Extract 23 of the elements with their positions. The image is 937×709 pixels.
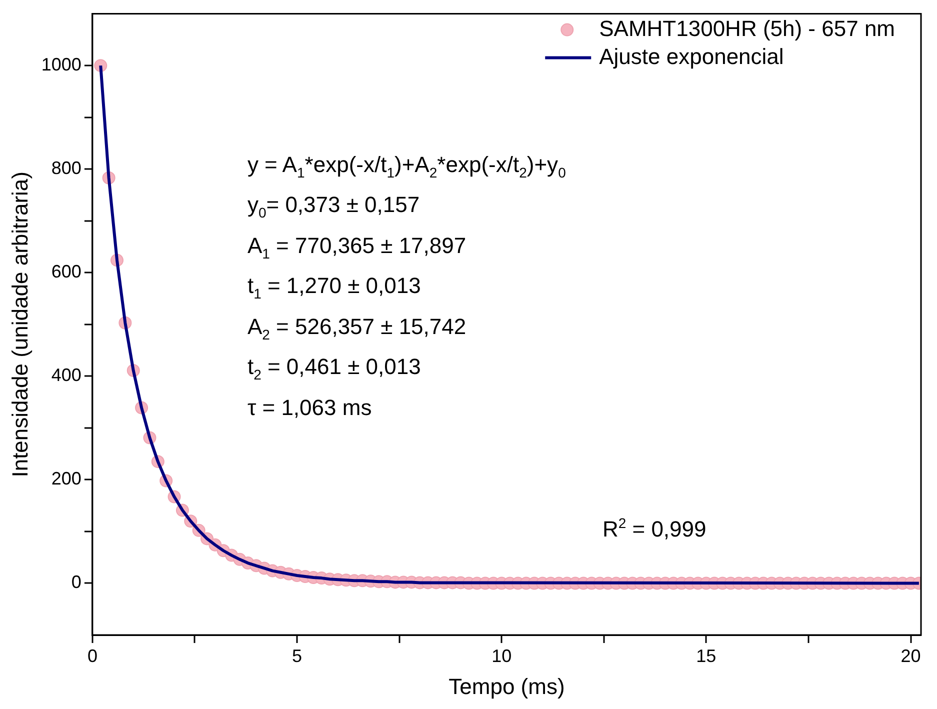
y-tick-label: 400 [51,365,82,386]
text: y = A$_{1}$*exp(-x/t$_{1}$)+A$_{2}$*exp(-x/t$_{2}$)+y$_{0}$ [247,152,566,180]
annotation: R$^{2}$ = 0,999 [602,514,706,542]
legend-label: Ajuste exponencial [599,44,784,69]
annotation: t$_{2}$ = 0,461 ± 0,013 [247,354,421,383]
y-tick-label: 800 [51,158,82,178]
x-tick-label: 10 [492,646,512,666]
y-tick-label: 1000 [41,54,82,75]
y-tick-label: 0 [71,572,82,592]
annotation: A$_{1}$ = 770,365 ± 17,897 [247,232,466,262]
annotation: τ = 1,063 ms [247,394,372,420]
y-axis-title: Intensidade (unidade arbitraria) [7,172,32,478]
x-tick-label: 20 [900,646,921,666]
annotation: A$_{2}$ = 526,357 ± 15,742 [247,314,466,342]
y-tick-label: 600 [51,262,82,282]
x-axis-title: Tempo (ms) [448,674,565,699]
x-tick-label: 0 [87,646,98,666]
annotation: y$_{0}$= 0,373 ± 0,157 [247,192,420,221]
x-tick-label: 15 [696,646,716,666]
x-tick-label: 5 [292,646,302,666]
annotation: t$_{1}$ = 1,270 ± 0,013 [247,273,421,302]
y-tick-label: 200 [51,468,82,489]
legend-label: SAMHT1300HR (5h) - 657 nm [599,16,896,41]
